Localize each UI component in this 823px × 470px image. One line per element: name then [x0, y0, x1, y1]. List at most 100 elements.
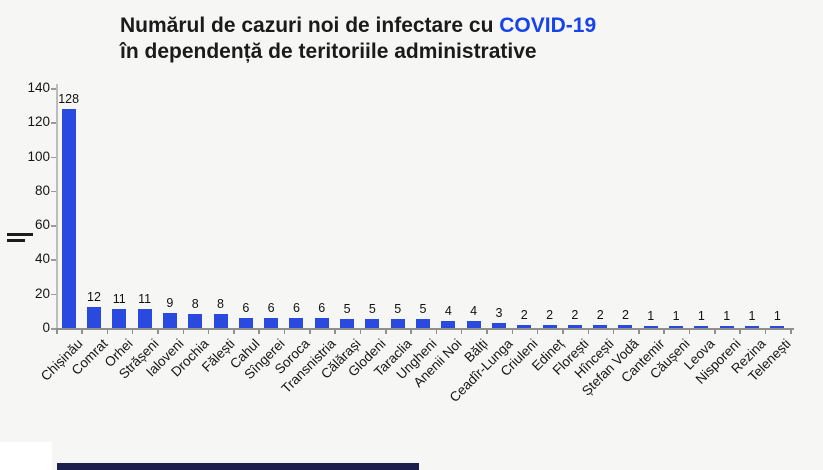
bar	[542, 324, 557, 328]
bar	[238, 317, 253, 328]
bar-value-label: 5	[419, 302, 427, 317]
bar-value-label: 2	[621, 307, 629, 322]
bar	[593, 324, 608, 328]
bar-value-label: 8	[191, 297, 199, 312]
y-axis-tick-mark	[51, 156, 56, 159]
bar	[416, 319, 430, 328]
x-axis-tick-mark	[309, 329, 311, 334]
title-covid19-highlight: COVID-19	[499, 14, 597, 37]
x-axis-tick-mark	[385, 329, 387, 334]
bar-value-label: 3	[495, 305, 503, 320]
bar	[213, 314, 228, 328]
bar-value-label: 5	[368, 302, 376, 317]
bar-value-label: 12	[87, 290, 101, 305]
x-axis-tick-mark	[410, 329, 412, 334]
x-axis-tick-mark	[56, 329, 58, 334]
x-axis-tick-mark	[688, 329, 691, 334]
x-axis-tick-mark	[739, 329, 741, 334]
y-axis-tick-label: 100	[27, 148, 50, 164]
x-axis-tick-mark	[562, 329, 564, 334]
bar-value-label: 4	[444, 304, 452, 319]
bar	[441, 321, 456, 328]
bar	[365, 319, 380, 328]
x-axis-tick-mark	[106, 329, 109, 334]
bar-value-label: 2	[520, 307, 528, 322]
x-axis-tick-mark	[587, 329, 590, 334]
bar	[669, 326, 684, 328]
bar-value-label: 6	[242, 300, 250, 315]
y-axis-tick-label: 0	[42, 320, 50, 335]
y-axis-side-mark-bottom	[7, 239, 25, 242]
bar	[770, 326, 785, 328]
bar-value-label: 8	[217, 297, 224, 312]
bar	[567, 324, 582, 328]
y-axis-side-mark-top	[7, 233, 33, 236]
bar-value-label: 6	[267, 300, 275, 315]
bar	[719, 326, 734, 328]
bar	[390, 319, 405, 328]
x-axis-tick-mark	[764, 329, 767, 334]
bar	[517, 324, 532, 328]
bar-value-label: 5	[394, 302, 402, 317]
title-text-part1: Numărul de cazuri noi de infectare cu	[120, 14, 500, 37]
x-axis-line	[56, 328, 794, 330]
bar	[112, 309, 127, 328]
x-axis-tick-mark	[638, 329, 640, 334]
bar	[466, 321, 481, 328]
chart-title-line2: în dependență de teritoriile administrat…	[120, 40, 537, 63]
x-axis-tick-mark	[157, 329, 159, 334]
x-axis-tick-mark	[486, 329, 488, 334]
bar-value-label: 128	[58, 91, 80, 106]
y-axis-tick-mark	[51, 225, 56, 227]
bar-value-label: 11	[138, 292, 152, 307]
bar	[340, 319, 355, 328]
bar	[61, 108, 76, 328]
x-axis-tick-mark	[283, 329, 286, 334]
bar-value-label: 1	[647, 309, 655, 324]
bar	[745, 326, 760, 328]
bottom-progress-bar[interactable]	[57, 463, 419, 470]
y-axis-tick-label: 120	[27, 114, 50, 130]
y-axis-line	[56, 84, 58, 328]
bar-value-label: 6	[318, 300, 326, 315]
x-axis-tick-mark	[182, 329, 185, 334]
bar	[694, 326, 709, 328]
y-axis-tick-mark	[51, 122, 56, 124]
bar-value-label: 1	[723, 309, 731, 324]
y-axis-tick-mark	[51, 190, 56, 193]
bottom-left-blank-box	[0, 442, 52, 470]
x-axis-tick-mark	[612, 329, 615, 334]
y-axis-tick-mark	[51, 328, 56, 330]
bar-value-label: 4	[470, 304, 478, 319]
x-axis-tick-mark	[511, 329, 514, 334]
x-axis-tick-mark	[131, 329, 134, 334]
x-axis-tick-mark	[233, 329, 235, 334]
bar	[137, 309, 152, 328]
bar	[491, 322, 506, 328]
bar-value-label: 2	[596, 307, 604, 322]
x-axis-tick-mark	[536, 329, 539, 334]
x-axis-tick-mark	[790, 329, 792, 334]
chart-title: Numărul de cazuri noi de infectare cu CO…	[120, 13, 596, 65]
y-axis-tick-label: 60	[34, 217, 50, 233]
x-axis-tick-mark	[714, 329, 716, 334]
y-axis-tick-mark	[51, 293, 56, 296]
bar-value-label: 9	[166, 295, 174, 310]
bar-value-label: 1	[748, 309, 756, 324]
x-axis-tick-mark	[435, 329, 438, 334]
x-axis-tick-mark	[663, 329, 665, 334]
y-axis-tick-mark	[51, 88, 56, 90]
bar	[643, 326, 658, 328]
x-axis-tick-mark	[460, 329, 463, 334]
bar-value-label: 11	[112, 292, 126, 307]
bar-value-label: 6	[292, 300, 300, 315]
y-axis-tick-label: 140	[27, 80, 50, 95]
x-axis-tick-mark	[334, 329, 336, 334]
x-axis-tick-mark	[258, 329, 260, 334]
bar	[264, 317, 279, 328]
y-axis-tick-label: 20	[34, 285, 50, 301]
y-axis-tick-mark	[51, 259, 56, 261]
bar-value-label: 1	[697, 309, 705, 324]
x-axis-tick-mark	[81, 329, 83, 334]
